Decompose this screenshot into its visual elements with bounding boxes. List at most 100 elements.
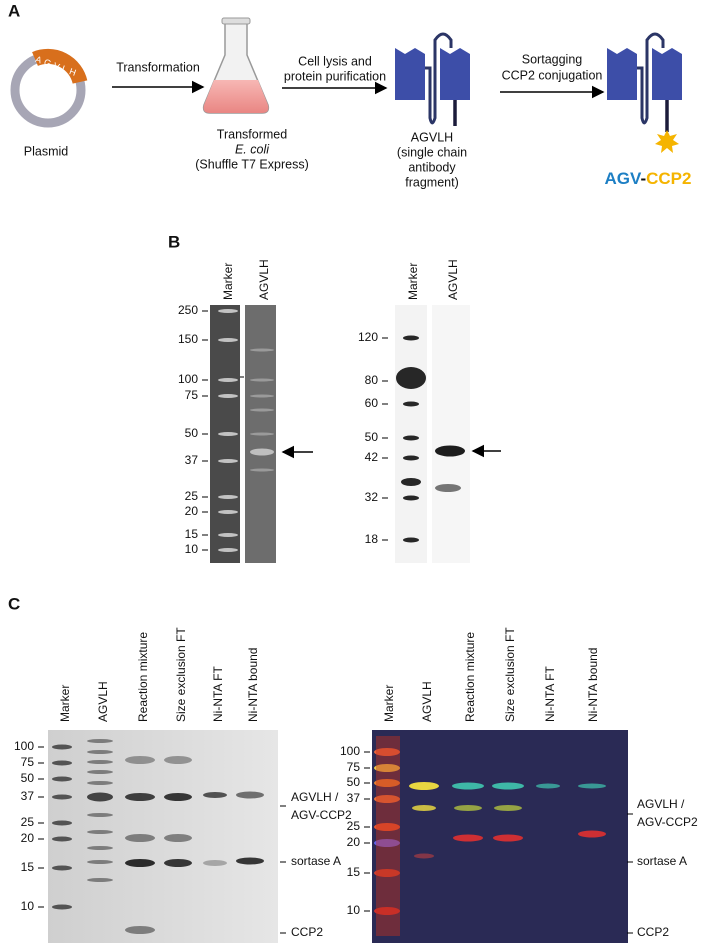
lane-label: Size exclusion FT <box>503 627 517 722</box>
gel-band <box>403 435 419 441</box>
gel-band <box>52 744 72 750</box>
lane-label: Ni-NTA bound <box>586 648 600 722</box>
gel-band <box>250 394 274 398</box>
gel-band <box>414 853 434 859</box>
gel-band <box>403 537 419 543</box>
gel-band <box>52 794 72 800</box>
gel-band <box>536 783 560 789</box>
plasmid-icon <box>10 48 88 128</box>
annotation: CCP2 <box>637 925 669 939</box>
gel-lane <box>395 305 427 563</box>
gel-lane-glow <box>376 736 400 936</box>
gel-band <box>87 739 113 743</box>
gel-band <box>403 401 419 407</box>
gel-band <box>87 792 113 802</box>
gel-band <box>401 478 421 486</box>
lane-label: AGVLH <box>257 259 271 300</box>
gel-band <box>453 834 483 842</box>
lane-label: Marker <box>58 685 72 722</box>
gel-band <box>403 335 419 341</box>
gel-band <box>164 859 192 867</box>
step-label: Sortagging <box>522 52 583 66</box>
gel-band <box>203 860 227 866</box>
panel-label: A <box>8 1 20 20</box>
lane-label: Reaction mixture <box>463 632 477 722</box>
step-label: Cell lysis and <box>298 54 372 68</box>
marker-label: 18 <box>365 532 379 546</box>
gel-band <box>403 495 419 501</box>
marker-label: 50 <box>365 430 379 444</box>
flask-caption: E. coli <box>235 142 270 156</box>
marker-label: 75 <box>185 388 199 402</box>
gel-band <box>87 830 113 834</box>
gel-band <box>578 830 606 838</box>
marker-label: 42 <box>365 450 379 464</box>
lane-label: Reaction mixture <box>136 632 150 722</box>
lane-label: Ni-NTA FT <box>211 666 225 722</box>
lane-label: Ni-NTA FT <box>543 666 557 722</box>
gel-band <box>492 782 524 790</box>
gel-band <box>218 548 238 552</box>
gel-band <box>203 792 227 798</box>
gel-band <box>52 760 72 766</box>
gel-band <box>374 748 400 756</box>
gel-band <box>218 495 238 499</box>
marker-label: 50 <box>185 426 199 440</box>
gel-band <box>52 836 72 842</box>
antibody-caption: AGVLH <box>411 130 453 144</box>
gel-band <box>454 805 482 811</box>
plasmid-label: Plasmid <box>24 144 69 158</box>
marker-label: 25 <box>347 819 361 833</box>
step-label: protein purification <box>284 69 386 83</box>
step-label: Transformation <box>116 60 200 74</box>
product-part: - <box>640 169 646 188</box>
gel-band <box>87 750 113 754</box>
gel-band <box>87 781 113 785</box>
marker-label: 120 <box>358 330 378 344</box>
gel-band <box>374 779 400 787</box>
gel-band <box>250 448 274 456</box>
gel-band <box>125 859 155 867</box>
gel-band <box>87 878 113 882</box>
gel-band <box>218 432 238 436</box>
flask-icon <box>202 17 270 114</box>
marker-label: 20 <box>185 504 199 518</box>
gel-band <box>218 309 238 313</box>
marker-label: 15 <box>185 527 199 541</box>
gel-band <box>125 834 155 842</box>
gel-band <box>236 791 264 799</box>
gel-band <box>218 533 238 537</box>
gel-band <box>435 445 465 457</box>
gel-band <box>125 793 155 801</box>
annotation: AGVLH / <box>637 797 685 811</box>
product-part: CCP2 <box>646 169 691 188</box>
marker-label: 10 <box>21 899 35 913</box>
lane-label: AGVLH <box>446 259 460 300</box>
marker-label: 250 <box>178 303 198 317</box>
marker-label: 15 <box>21 860 35 874</box>
gel-band <box>218 510 238 514</box>
marker-label: 37 <box>185 453 199 467</box>
gel-band <box>125 756 155 764</box>
gel-band <box>250 468 274 472</box>
gel-band <box>164 756 192 764</box>
marker-label: 100 <box>340 744 360 758</box>
antibody-caption: (single chain <box>397 145 467 159</box>
gel-band <box>87 770 113 774</box>
gel-band <box>52 776 72 782</box>
marker-label: 75 <box>347 760 361 774</box>
gel-band <box>409 782 439 790</box>
antibody-caption: antibody <box>408 160 456 174</box>
gel-band <box>87 846 113 850</box>
gel-band <box>374 823 400 831</box>
gel-band <box>250 378 274 382</box>
marker-label: 25 <box>21 815 35 829</box>
flask-caption: Transformed <box>217 127 287 141</box>
gel-band <box>218 378 238 382</box>
panel-label: B <box>168 232 180 251</box>
gel-band <box>52 865 72 871</box>
conjugate-icon <box>607 32 682 153</box>
gel-band <box>52 820 72 826</box>
step-label: CCP2 conjugation <box>502 68 603 82</box>
